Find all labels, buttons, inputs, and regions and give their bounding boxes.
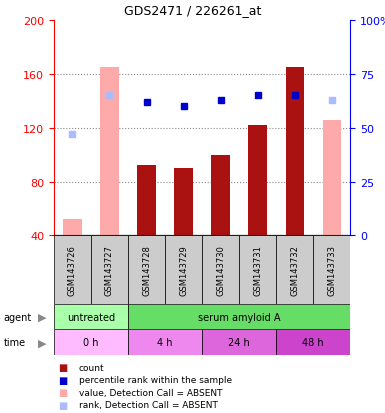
Bar (54, 330, 128, 355)
Text: GSM143733: GSM143733 (327, 244, 336, 295)
Text: 0 h: 0 h (83, 337, 99, 347)
Bar (128, 304, 350, 330)
Text: ■: ■ (58, 400, 67, 410)
Text: untreated: untreated (67, 312, 115, 322)
Text: 24 h: 24 h (228, 337, 250, 347)
Text: time: time (4, 337, 26, 347)
Text: ■: ■ (58, 387, 67, 397)
Bar (137, 166, 156, 236)
Bar (202, 236, 239, 304)
Text: percentile rank within the sample: percentile rank within the sample (79, 375, 232, 385)
Text: serum amyloid A: serum amyloid A (198, 312, 280, 322)
Bar (276, 330, 350, 355)
Bar (323, 121, 341, 236)
Bar (54, 236, 91, 304)
Text: 4 h: 4 h (157, 337, 173, 347)
Bar (63, 220, 82, 236)
Text: GSM143731: GSM143731 (253, 244, 262, 295)
Bar (211, 155, 230, 236)
Text: ▶: ▶ (38, 337, 46, 347)
Text: ▶: ▶ (38, 312, 46, 322)
Text: GSM143727: GSM143727 (105, 244, 114, 295)
Text: GDS2471 / 226261_at: GDS2471 / 226261_at (124, 4, 261, 17)
Text: rank, Detection Call = ABSENT: rank, Detection Call = ABSENT (79, 400, 218, 409)
Text: GSM143726: GSM143726 (68, 244, 77, 295)
Text: value, Detection Call = ABSENT: value, Detection Call = ABSENT (79, 388, 223, 397)
Bar (248, 126, 267, 236)
Bar (91, 236, 128, 304)
Bar (100, 68, 119, 236)
Bar (165, 236, 202, 304)
Bar (276, 236, 313, 304)
Bar (239, 236, 276, 304)
Text: GSM143732: GSM143732 (290, 244, 299, 295)
Bar (313, 236, 350, 304)
Bar (202, 330, 276, 355)
Text: GSM143729: GSM143729 (179, 244, 188, 295)
Text: ■: ■ (58, 375, 67, 385)
Bar (286, 68, 304, 236)
Text: agent: agent (4, 312, 32, 322)
Text: count: count (79, 363, 105, 372)
Text: ■: ■ (58, 363, 67, 373)
Bar (128, 236, 165, 304)
Text: GSM143730: GSM143730 (216, 244, 225, 295)
Bar (174, 169, 193, 236)
Text: 48 h: 48 h (303, 337, 324, 347)
Bar (128, 330, 202, 355)
Text: GSM143728: GSM143728 (142, 244, 151, 295)
Bar (54, 304, 128, 330)
